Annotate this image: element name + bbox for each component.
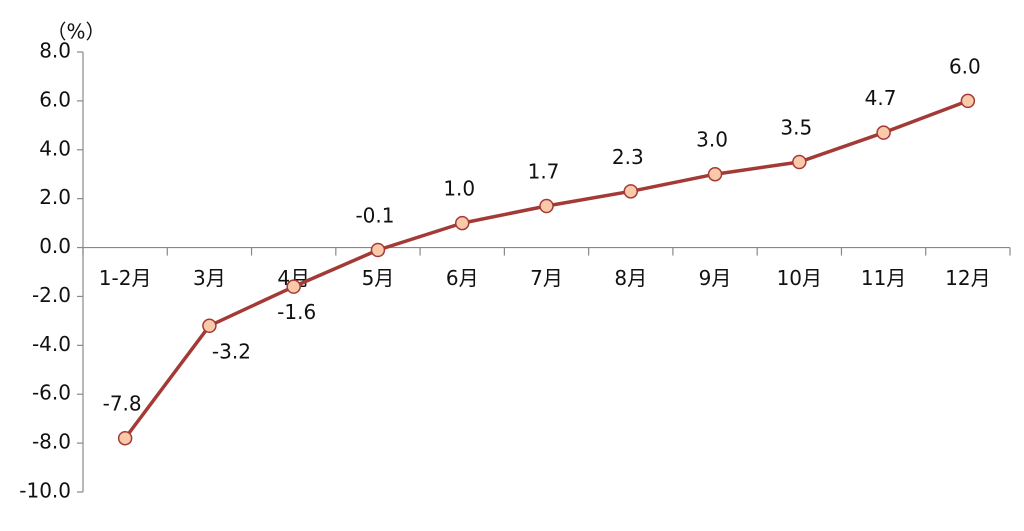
marker: [454, 215, 470, 231]
y-tick-label: 6.0: [39, 87, 71, 111]
data-label: 6.0: [949, 54, 981, 78]
y-tick-label: -4.0: [32, 332, 71, 356]
data-label: 1.7: [528, 160, 560, 184]
data-label: -1.6: [277, 300, 316, 324]
y-tick-label: 2.0: [39, 185, 71, 209]
data-label: 3.0: [696, 128, 728, 152]
data-label: 3.5: [780, 116, 812, 140]
marker: [539, 198, 554, 214]
x-tick-label: 10月: [777, 266, 822, 290]
x-tick-label: 12月: [945, 266, 990, 290]
y-tick-label: -6.0: [32, 381, 71, 405]
x-tick-label: 1-2月: [99, 266, 152, 290]
x-tick-label: 6月: [446, 266, 479, 290]
y-tick-label: -2.0: [32, 283, 71, 307]
marker: [623, 184, 639, 199]
y-tick-label: 0.0: [39, 234, 71, 258]
y-tick-label: 4.0: [39, 136, 71, 160]
marker: [876, 125, 891, 140]
x-tick-label: 3月: [193, 266, 226, 290]
marker: [202, 318, 217, 334]
data-label: 4.7: [865, 86, 897, 110]
data-label: -3.2: [212, 339, 251, 363]
marker: [117, 430, 133, 446]
data-label: 1.0: [443, 177, 475, 201]
x-tick-label: 9月: [699, 266, 732, 290]
data-label: -0.1: [355, 204, 394, 228]
marker: [792, 154, 807, 170]
x-tick-label: 5月: [362, 266, 395, 290]
x-tick-label: 7月: [530, 266, 563, 290]
marker: [960, 93, 976, 109]
x-tick-label: 11月: [861, 266, 906, 290]
y-tick-label: 8.0: [39, 39, 71, 63]
marker: [286, 279, 301, 294]
x-tick-label: 8月: [614, 266, 647, 290]
data-label: 2.3: [612, 145, 644, 169]
marker: [707, 166, 723, 182]
y-tick-label: -8.0: [32, 430, 71, 454]
data-label: -7.8: [103, 392, 142, 416]
y-tick-label: -10.0: [19, 479, 71, 503]
y-axis-label: （%）: [46, 20, 105, 44]
marker: [370, 242, 386, 258]
